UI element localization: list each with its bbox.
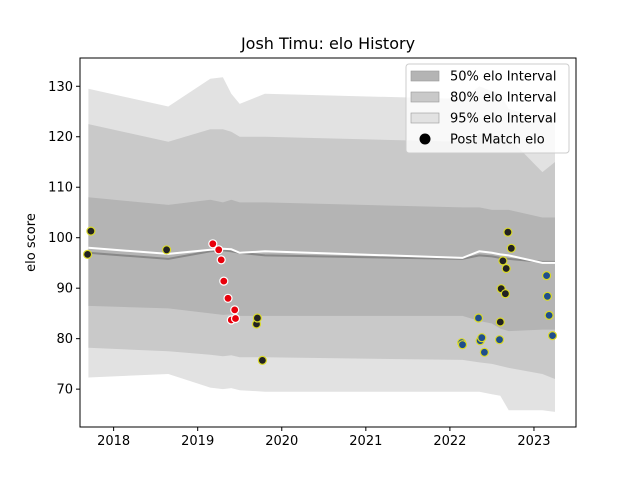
post-match-elo-point bbox=[479, 347, 489, 357]
post-match-elo-point bbox=[501, 263, 511, 274]
post-match-elo-point bbox=[506, 243, 516, 253]
post-match-elo-point bbox=[457, 340, 468, 350]
band-50-interval bbox=[88, 197, 556, 332]
post-match-elo-point bbox=[477, 333, 487, 343]
post-match-elo-point bbox=[214, 245, 224, 255]
post-match-elo-point bbox=[541, 271, 552, 281]
x-tick-label: 2021 bbox=[349, 434, 382, 449]
x-tick-label: 2020 bbox=[265, 434, 298, 449]
chart-title: Josh Timu: elo History bbox=[240, 34, 415, 53]
legend: 50% elo Interval 80% elo Interval 95% elo … bbox=[405, 63, 570, 154]
post-match-elo-point bbox=[82, 249, 93, 259]
median-elo-line bbox=[88, 249, 555, 263]
mean-elo-line bbox=[88, 246, 555, 264]
post-match-elo-point bbox=[494, 335, 505, 345]
post-match-elo-point bbox=[547, 331, 558, 341]
y-tick-label: 120 bbox=[48, 130, 73, 145]
post-match-elo-point bbox=[500, 289, 510, 299]
legend-label: Post Match elo bbox=[450, 133, 545, 148]
y-tick-label: 130 bbox=[48, 80, 73, 95]
post-match-elo-point bbox=[544, 310, 554, 320]
y-tick-label: 80 bbox=[56, 332, 73, 347]
y-axis: 70 80 90 100 110 120 130 bbox=[48, 80, 80, 398]
y-tick-label: 70 bbox=[56, 383, 73, 398]
post-match-elo-point bbox=[216, 255, 226, 265]
x-axis: 2018 2019 2020 2021 2022 2023 bbox=[97, 427, 551, 449]
post-match-elo-point bbox=[86, 226, 96, 236]
x-tick-label: 2019 bbox=[181, 434, 214, 449]
y-tick-label: 110 bbox=[48, 181, 73, 196]
post-match-elo-point bbox=[230, 305, 240, 315]
plot-layer bbox=[82, 77, 558, 412]
post-match-elo-point bbox=[257, 355, 267, 365]
post-match-elo-point bbox=[252, 313, 262, 323]
plot-frame bbox=[79, 57, 577, 428]
post-match-elo-point bbox=[473, 313, 484, 323]
post-match-elo-point bbox=[208, 239, 218, 249]
legend-label: 80% elo Interval bbox=[450, 91, 557, 106]
legend-label: 50% elo Interval bbox=[450, 70, 557, 85]
post-match-elo-point bbox=[230, 313, 241, 324]
post-match-elo-point bbox=[223, 293, 233, 303]
legend-band-swatch bbox=[410, 91, 440, 103]
legend-box bbox=[405, 63, 570, 154]
y-tick-label: 100 bbox=[48, 231, 73, 246]
x-tick-label: 2023 bbox=[517, 434, 550, 449]
post-match-elo-point bbox=[542, 291, 553, 301]
x-tick-label: 2022 bbox=[433, 434, 466, 449]
y-axis-label: elo score bbox=[24, 213, 39, 272]
x-tick-label: 2018 bbox=[97, 434, 130, 449]
legend-label: 95% elo Interval bbox=[450, 112, 557, 127]
legend-marker-swatch bbox=[419, 133, 431, 145]
legend-band-swatch bbox=[410, 70, 440, 82]
legend-band-swatch bbox=[410, 112, 440, 124]
post-match-elo-point bbox=[495, 317, 505, 327]
post-match-elo-point bbox=[219, 276, 229, 286]
y-tick-label: 90 bbox=[56, 282, 73, 297]
post-match-elo-point bbox=[162, 245, 172, 255]
post-match-elo-point bbox=[503, 227, 513, 237]
post-match-elo-point bbox=[498, 256, 508, 266]
